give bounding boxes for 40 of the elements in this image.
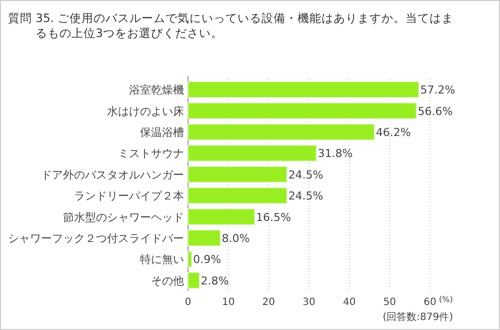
y-tick-label: 節水型のシャワーヘッド [63,210,184,224]
y-tick-label: 浴室乾燥機 [129,84,184,97]
data-label: 31.8% [318,147,353,160]
y-tick-label: ランドリーパイプ２本 [74,190,184,203]
bar [188,272,200,289]
x-tick-label: 0 [184,297,192,308]
bar [188,166,288,183]
bar [188,144,317,162]
bar [188,124,375,140]
data-label: 0.9% [193,253,222,266]
x-axis-title: (%) [439,295,453,304]
bar [188,250,192,268]
data-label: 8.0% [222,232,250,245]
y-tick-label: その他 [151,274,184,288]
x-tick-label: 60 [424,297,436,308]
bar [188,187,288,204]
data-label: 24.5% [288,168,324,182]
data-label: 16.5% [256,210,292,224]
data-label: 57.2% [420,84,456,97]
x-tick-label: 40 [342,297,356,308]
y-tick-label: シャワーフック２つ付スライドバー [8,232,184,245]
bar [188,230,221,246]
bar [188,102,417,120]
x-tick-label: 10 [222,297,235,308]
data-label: 46.2% [376,126,411,139]
bar [188,208,255,226]
y-tick-label: ミストサウナ [118,147,184,160]
x-tick-label: 20 [262,297,276,308]
y-tick-label: ドア外のバスタオルハンガー [41,168,184,182]
y-tick-label: 特に無い [140,253,184,266]
data-label: 2.8% [200,274,229,288]
text: (回答数:879件) [382,311,454,323]
data-label: 56.6% [418,104,453,118]
bar [188,81,420,98]
y-tick-label: 保温浴槽 [140,126,184,139]
data-label: 24.5% [288,190,324,203]
x-tick-label: 30 [302,297,316,308]
y-tick-label: 水はけのよい床 [107,104,184,118]
chart-title: 質問 35. ご使用のバスルームで気にいっている設備・機能はありますか。当てはまるもの上位3つをお選びください。 [8,11,454,40]
x-tick-label: 50 [383,297,396,308]
